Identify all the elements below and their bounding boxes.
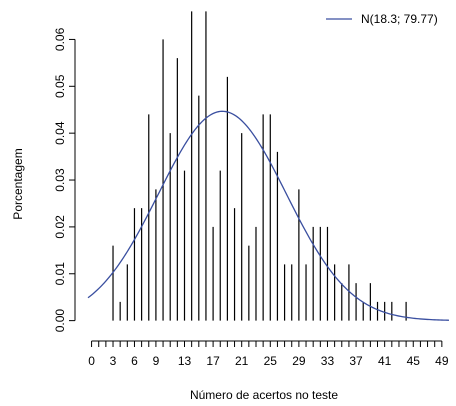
y-tick-label: 0.02 bbox=[53, 215, 67, 239]
x-tick-label: 33 bbox=[321, 354, 335, 368]
y-tick-label: 0.06 bbox=[53, 27, 67, 51]
y-tick-label: 0.04 bbox=[53, 121, 67, 145]
x-axis: 0 3 6 9 13 17 21 25 29 33 37 41 45 49 bbox=[88, 340, 449, 368]
x-tick-label: 29 bbox=[292, 354, 306, 368]
x-tick-label: 45 bbox=[407, 354, 421, 368]
y-axis: 0.00 0.01 0.02 0.03 0.04 0.05 0.06 bbox=[53, 27, 76, 333]
x-tick-label: 6 bbox=[131, 354, 138, 368]
y-tick-label: 0.05 bbox=[53, 74, 67, 98]
normal-curve bbox=[87, 110, 450, 321]
bars-layer bbox=[112, 11, 407, 321]
x-tick-label: 37 bbox=[349, 354, 363, 368]
x-tick-label: 25 bbox=[264, 354, 278, 368]
x-tick-label: 49 bbox=[435, 354, 449, 368]
x-tick-label: 17 bbox=[206, 354, 220, 368]
x-tick-label: 0 bbox=[88, 354, 95, 368]
legend: N(18.3; 79.77) bbox=[326, 12, 438, 26]
y-tick-label: 0.03 bbox=[53, 168, 67, 192]
x-tick-label: 21 bbox=[235, 354, 249, 368]
x-tick-label: 9 bbox=[153, 354, 160, 368]
legend-entry-label: N(18.3; 79.77) bbox=[361, 12, 438, 26]
y-tick-label: 0.00 bbox=[53, 309, 67, 333]
y-tick-label: 0.01 bbox=[53, 262, 67, 286]
x-tick-label: 41 bbox=[378, 354, 392, 368]
x-tick-label: 13 bbox=[178, 354, 192, 368]
curve-layer bbox=[87, 110, 450, 321]
x-tick-label: 3 bbox=[110, 354, 117, 368]
y-axis-label: Porcentagem bbox=[11, 148, 25, 219]
x-axis-label: Número de acertos no teste bbox=[190, 388, 338, 402]
